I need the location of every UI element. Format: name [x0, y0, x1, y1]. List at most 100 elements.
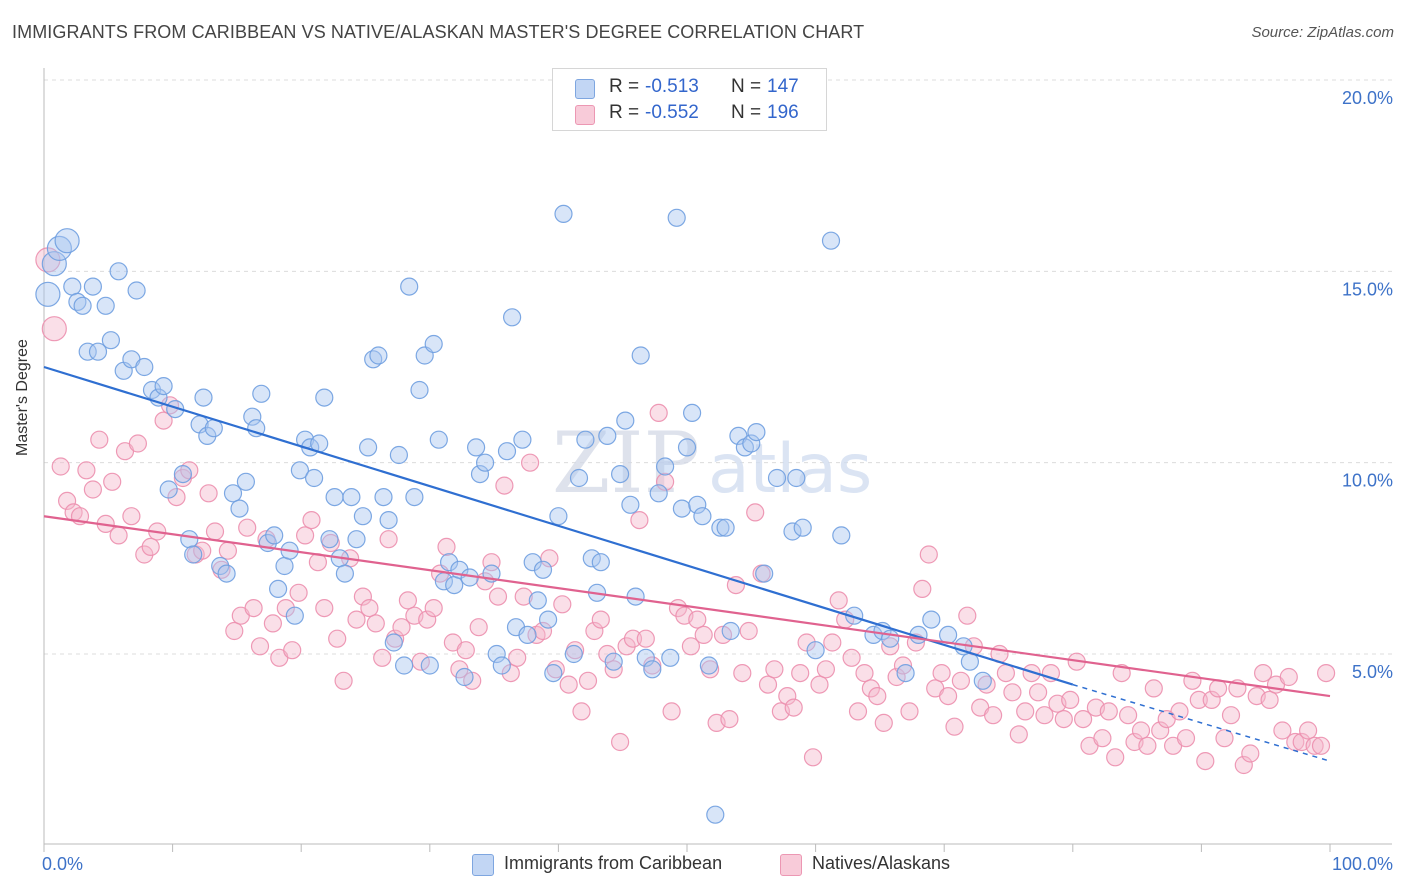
native-point [938, 686, 958, 706]
native-point [328, 629, 347, 648]
caribbean-point [667, 208, 686, 227]
caribbean-point [320, 530, 339, 549]
native-point [1151, 721, 1170, 740]
native-point [610, 732, 630, 752]
caribbean-trend-line [43, 365, 1074, 686]
native-point [456, 641, 475, 660]
native-point [109, 526, 128, 545]
caribbean-point [223, 484, 243, 503]
native-point [392, 618, 411, 637]
native-point [919, 545, 938, 564]
native-point [655, 472, 675, 491]
correlation-legend: R = -0.513 N = 147 R = -0.552 N = 196 [552, 68, 827, 131]
caribbean-points [35, 204, 992, 824]
gridlines [44, 79, 1392, 655]
zipatlas-watermark: ZIP atlas [552, 414, 872, 512]
caribbean-point [767, 468, 787, 488]
native-point [1279, 667, 1298, 687]
blue-swatch [472, 854, 494, 876]
caribbean-point [159, 480, 178, 499]
native-point [868, 686, 887, 706]
caribbean-point [285, 606, 304, 625]
caribbean-point [305, 468, 324, 488]
native-point [128, 434, 147, 453]
caribbean-point [487, 644, 506, 664]
caribbean-point [440, 553, 459, 572]
native-point [51, 457, 70, 476]
caribbean-point [290, 461, 309, 480]
native-point [874, 713, 893, 733]
caribbean-point [470, 465, 490, 484]
native-point [315, 598, 334, 618]
caribbean-point [135, 357, 154, 377]
caribbean-point [518, 625, 537, 645]
caribbean-point [783, 522, 802, 541]
caribbean-point [41, 251, 67, 277]
native-point [803, 748, 823, 767]
native-point [1202, 690, 1221, 710]
y-tick-label: 5.0% [1352, 662, 1393, 682]
trend-lines [43, 365, 1331, 762]
caribbean-point [445, 575, 464, 595]
series-legend: Immigrants from Caribbean Natives/Alaska… [0, 850, 1406, 880]
native-point [1170, 702, 1189, 721]
native-point [617, 637, 636, 656]
native-point [1221, 706, 1241, 725]
native-point [578, 671, 598, 690]
native-point [1009, 725, 1028, 744]
caribbean-point [598, 426, 617, 445]
caribbean-point [211, 556, 230, 576]
native-point [694, 625, 713, 645]
caribbean-point [83, 277, 103, 296]
caribbean-point [424, 334, 443, 354]
caribbean-point [626, 587, 645, 606]
caribbean-point [538, 610, 558, 629]
native-point [1316, 663, 1336, 683]
caribbean-point [616, 411, 635, 430]
n-label: N = [731, 102, 762, 123]
caribbean-point [793, 518, 812, 537]
caribbean-point [576, 430, 595, 449]
caribbean-trend-extension [1072, 683, 1331, 762]
r-label: R = [609, 102, 640, 123]
native-point [553, 595, 572, 614]
caribbean-point [922, 610, 941, 629]
caribbean-point [591, 553, 610, 572]
y-axis-label: Master's Degree [14, 339, 31, 456]
caribbean-point [379, 510, 398, 530]
r-value: -0.513 [645, 76, 699, 97]
native-point [379, 530, 398, 549]
caribbean-point [410, 380, 429, 400]
n-value: 196 [767, 102, 799, 123]
caribbean-point [832, 526, 851, 545]
caribbean-point [88, 342, 108, 361]
caribbean-point [455, 667, 474, 687]
caribbean-point [649, 484, 668, 503]
n-value: 147 [767, 76, 799, 97]
native-point [360, 598, 379, 618]
native-point [913, 579, 932, 599]
native-point [347, 610, 366, 629]
native-point [1106, 748, 1125, 767]
tick-labels: 5.0% 10.0% 15.0% 20.0% 0.0% 100.0% [42, 88, 1393, 874]
caribbean-point [706, 805, 725, 824]
native-point [154, 411, 173, 430]
native-point [662, 702, 681, 721]
native-point [1118, 706, 1138, 725]
native-point [1093, 729, 1112, 748]
caribbean-point [236, 472, 255, 491]
legend-row-caribbean: R = -0.513 N = 147 [553, 76, 826, 100]
native-point [520, 453, 540, 472]
native-point [932, 663, 951, 683]
caribbean-point [467, 438, 486, 457]
caribbean-point [252, 384, 271, 403]
native-point [572, 702, 591, 721]
native-point [508, 648, 527, 667]
caribbean-point [247, 419, 266, 438]
caribbean-point [693, 507, 712, 526]
natives-trend-line [43, 515, 1331, 698]
native-point [167, 488, 186, 507]
native-point [302, 510, 321, 530]
native-point [424, 598, 443, 618]
